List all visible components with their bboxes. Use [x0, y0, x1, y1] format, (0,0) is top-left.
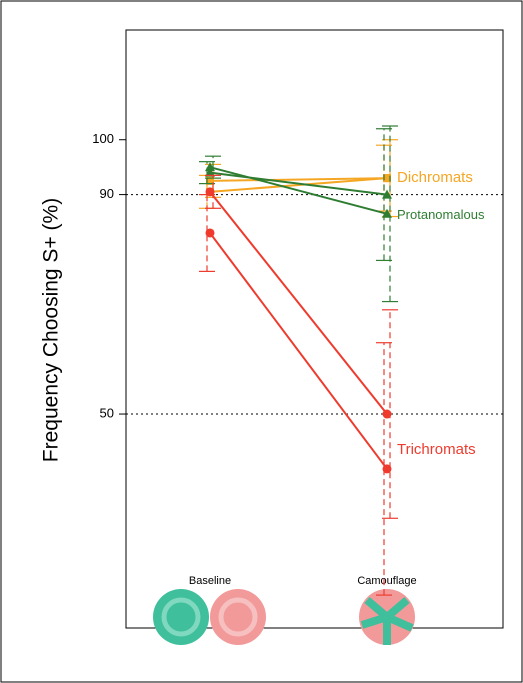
plot-area [126, 30, 503, 628]
x-category-label: Baseline [189, 575, 231, 587]
y-tick-label: 50 [100, 405, 114, 420]
icon [153, 589, 209, 645]
page: {"chart_data": {"type": "line", "ylabel"… [0, 0, 523, 683]
series-label: Trichromats [397, 441, 476, 458]
point [206, 228, 215, 237]
y-axis-label: Frequency Choosing S+ (%) [40, 198, 63, 462]
point [383, 464, 392, 473]
icon [210, 589, 266, 645]
series-label: Dichromats [397, 169, 473, 186]
chart: Frequency Choosing S+ (%) 50 90 100 Baselin… [0, 0, 523, 683]
x-category-label: Camouflage [357, 575, 416, 587]
y-tick-label: 90 [100, 186, 114, 201]
y-tick-label: 100 [92, 131, 114, 146]
series-label: Protanomalous [397, 207, 485, 222]
